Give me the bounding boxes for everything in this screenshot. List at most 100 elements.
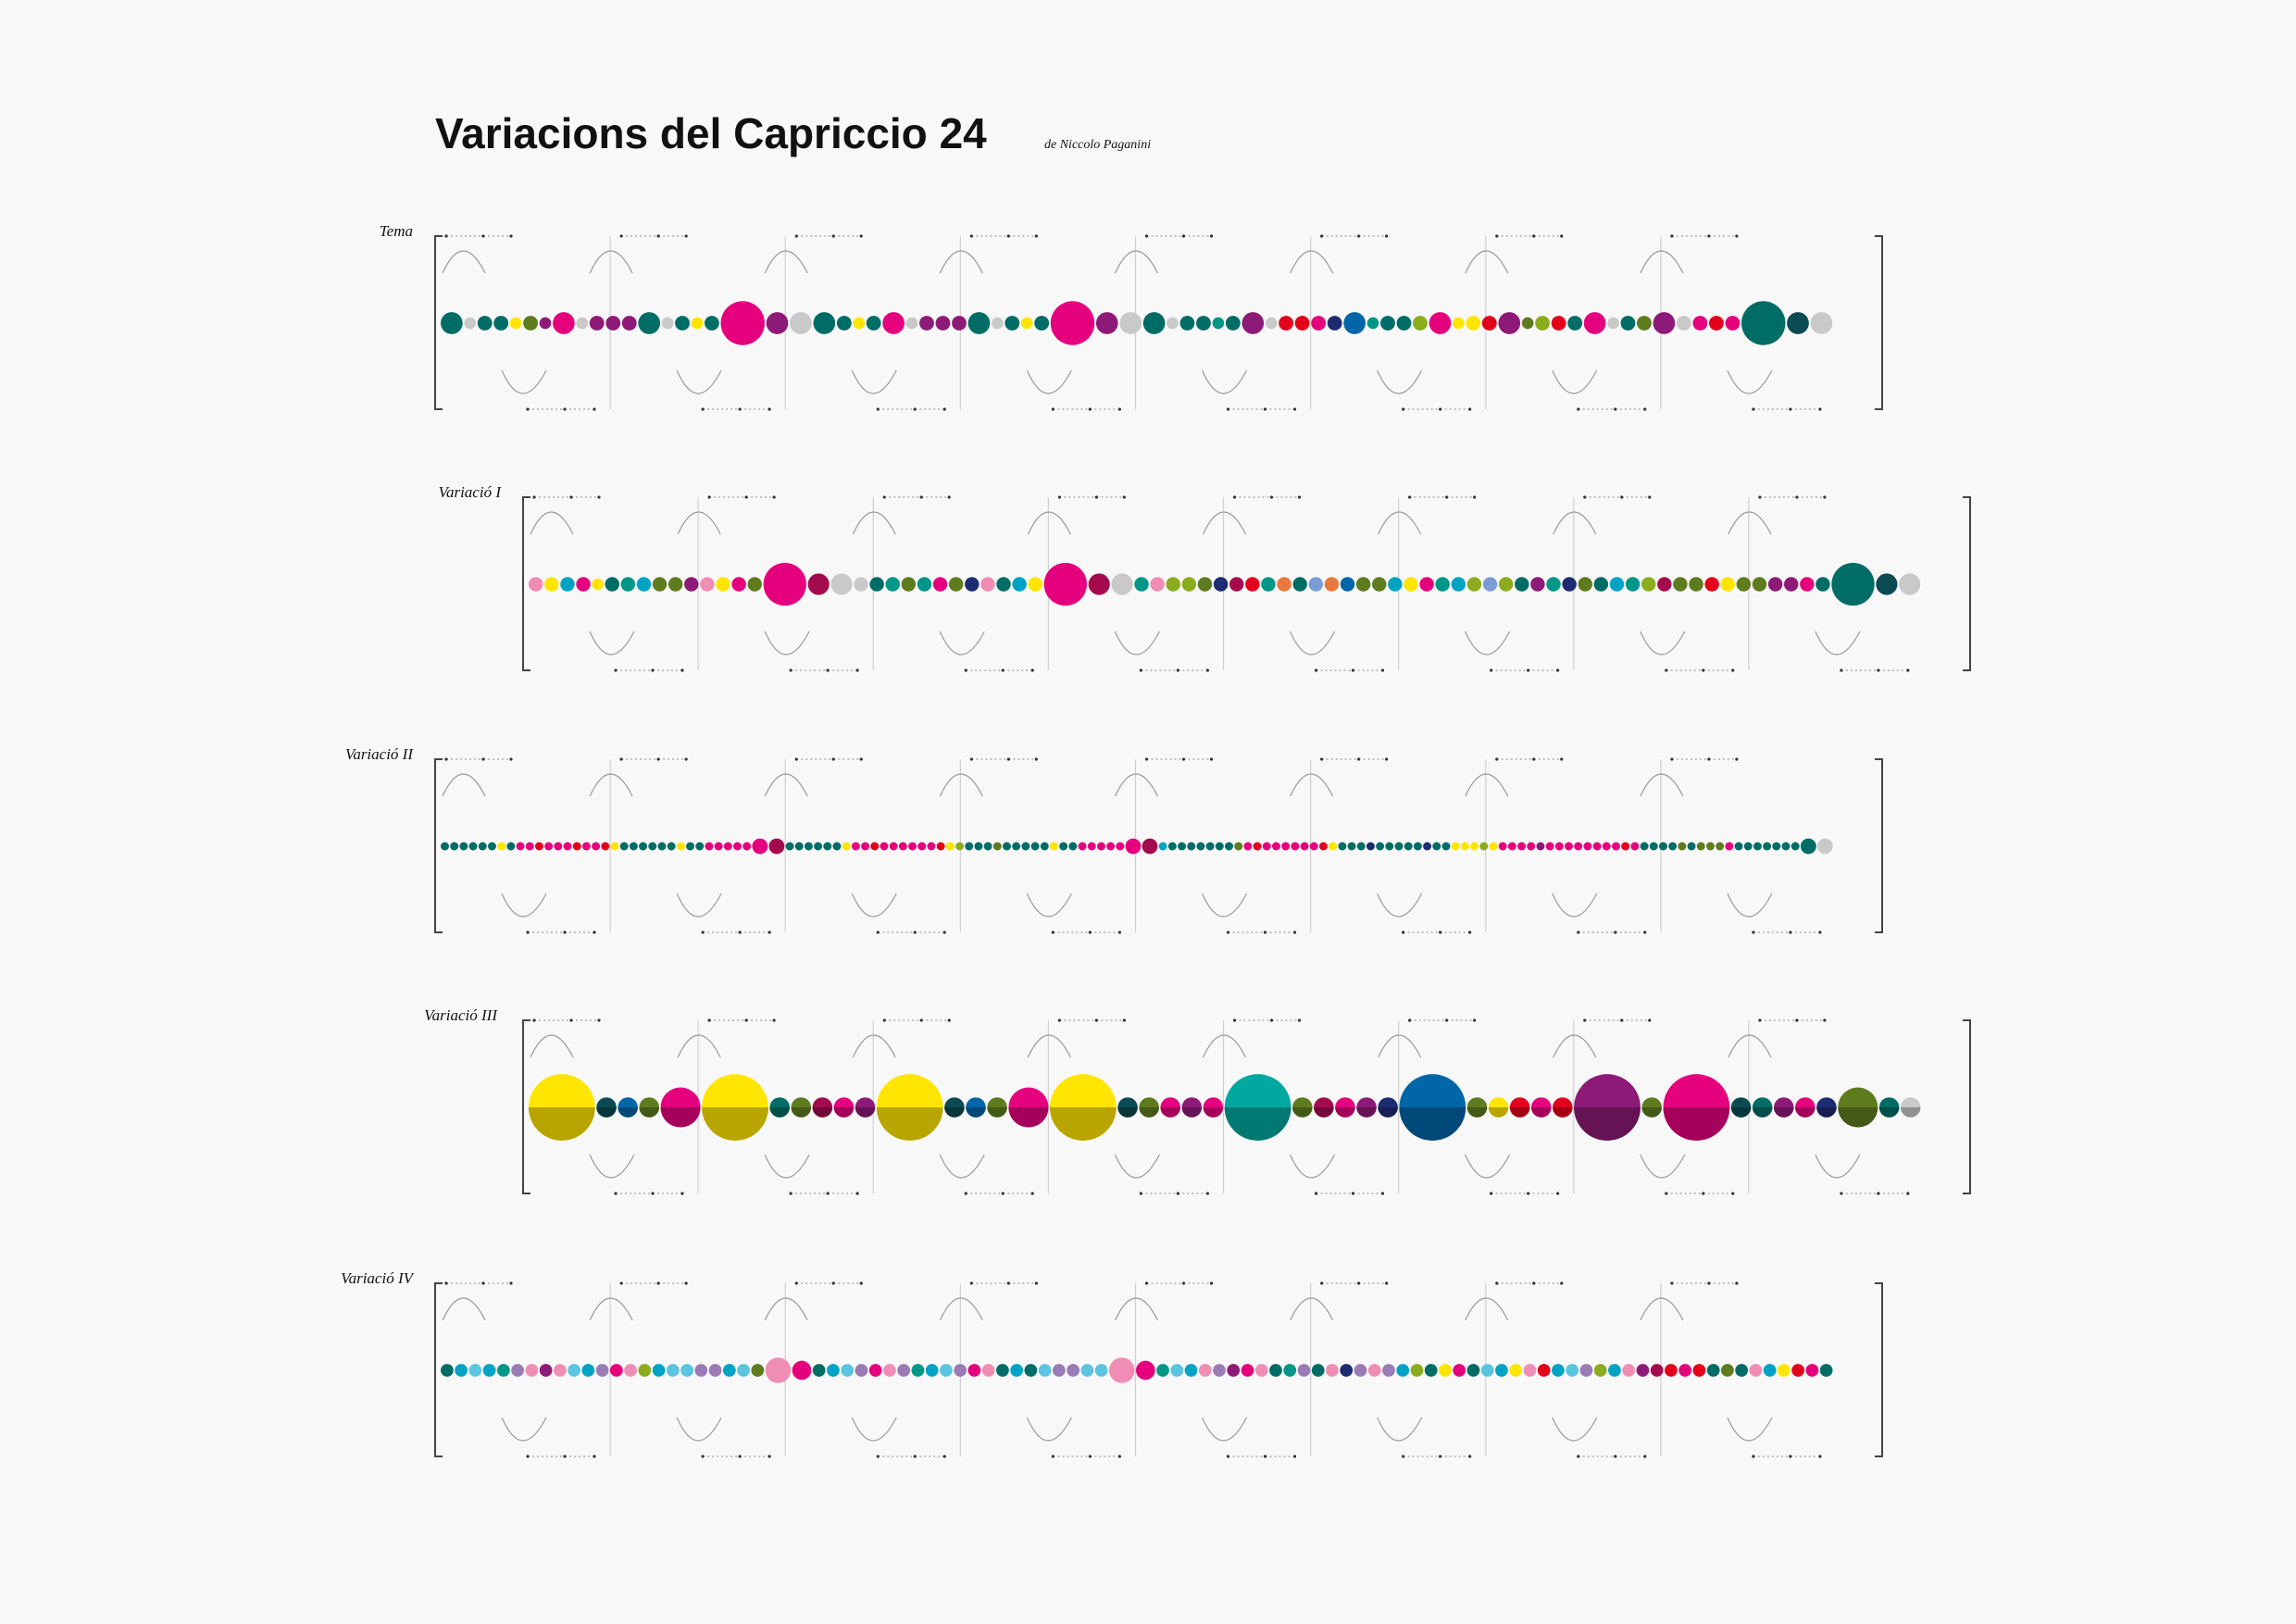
note-dot [954, 1364, 967, 1377]
note-dot [666, 1364, 680, 1377]
note-dot [1347, 842, 1356, 851]
beat-tick [1707, 234, 1711, 238]
beat-tick [1057, 1018, 1061, 1022]
note-dot [1382, 1364, 1395, 1377]
note-dot [1376, 842, 1385, 851]
note-dot [1763, 1364, 1777, 1377]
note-dot [1470, 842, 1479, 851]
note-dot [1876, 573, 1898, 595]
note-dot [639, 842, 648, 851]
note-dot [1197, 577, 1213, 592]
note-dot [1482, 577, 1498, 592]
beat-tick [593, 931, 596, 934]
note-dot [1608, 1364, 1621, 1377]
note-dot-shade [1878, 1107, 1900, 1118]
note-dot [898, 842, 907, 851]
beat-tick [684, 234, 688, 238]
note-dot [534, 842, 543, 851]
note-dot [1004, 316, 1020, 331]
note-dot [1142, 838, 1158, 855]
lower-arc [589, 631, 635, 656]
note-dot [1741, 301, 1786, 345]
beat-tick [744, 495, 748, 499]
note-dot [965, 577, 980, 592]
lower-arc [1640, 1154, 1686, 1179]
beat-tick [1789, 931, 1792, 934]
beat-tick [767, 931, 771, 934]
note-dot [1752, 577, 1767, 592]
lower-arc [1289, 631, 1336, 656]
note-dot [1283, 1364, 1297, 1377]
note-dot [1049, 842, 1058, 851]
note-dot [1241, 1364, 1254, 1377]
beat-tick [947, 1018, 951, 1022]
lower-arc [1289, 1154, 1336, 1179]
note-dot [1413, 842, 1422, 851]
row-label: Tema [380, 222, 413, 240]
note-dot [648, 842, 657, 851]
lower-arc [1201, 369, 1248, 394]
note-dot-shade [833, 1107, 855, 1118]
note-dot [1592, 842, 1602, 851]
beat-tick [481, 234, 485, 238]
beat-tick [1314, 1192, 1318, 1195]
note-dot [1215, 842, 1224, 851]
beat-tick [855, 668, 859, 672]
beat-tick [1877, 1192, 1880, 1195]
beat-tick [826, 668, 830, 672]
note-dot-shade [1509, 1107, 1530, 1118]
lower-arc [1114, 1154, 1160, 1179]
beat-tick [919, 1018, 923, 1022]
note-dot [1725, 842, 1734, 851]
beat-tick [614, 668, 618, 672]
note-dot-shade [1641, 1107, 1662, 1118]
beat-tick [1292, 931, 1297, 934]
note-dot [790, 312, 812, 334]
note-dot [1096, 842, 1105, 851]
beat-tick [532, 1018, 536, 1022]
note-dot [1021, 842, 1030, 851]
note-dot-shade [1838, 1107, 1878, 1128]
note-dot [624, 1364, 637, 1377]
beat-tick [1232, 1018, 1237, 1022]
note-dot [523, 316, 538, 331]
note-dot [708, 1364, 722, 1377]
note-dot [477, 316, 493, 331]
upper-arc [442, 773, 486, 797]
note-dot [441, 312, 463, 334]
note-dot [1265, 317, 1278, 330]
note-dot [1816, 577, 1830, 592]
lower-arc [1026, 893, 1072, 918]
note-dot [1507, 842, 1516, 851]
beat-tick [1001, 668, 1004, 672]
beat-tick [1181, 757, 1186, 761]
note-dot [1012, 577, 1027, 592]
beat-tick [563, 1455, 567, 1458]
note-dot [1338, 842, 1347, 851]
upper-arc [1640, 250, 1684, 274]
note-dot [1772, 842, 1781, 851]
lower-arc [589, 1154, 635, 1179]
note-dot [1198, 1364, 1212, 1377]
note-dot [1725, 316, 1741, 331]
note-dot [940, 1364, 953, 1377]
note-dot-shade [1752, 1107, 1773, 1118]
beat-tick [1818, 407, 1822, 411]
note-dot-shade [987, 1107, 1007, 1118]
note-dot [1028, 577, 1042, 592]
note-dot [932, 577, 948, 592]
beat-tick [1527, 668, 1530, 672]
note-dot [1579, 1364, 1593, 1377]
beat-tick [1006, 234, 1010, 238]
note-dot [1291, 842, 1300, 851]
note-dot [638, 1364, 652, 1377]
note-dot [897, 1364, 911, 1377]
note-dot [1609, 577, 1625, 592]
beat-tick [913, 1455, 917, 1458]
note-dot [763, 562, 806, 606]
upper-arc [1202, 511, 1247, 535]
note-dot [827, 1364, 840, 1377]
note-dot [592, 842, 601, 851]
upper-arc [1465, 1297, 1509, 1321]
note-dot [1489, 842, 1498, 851]
